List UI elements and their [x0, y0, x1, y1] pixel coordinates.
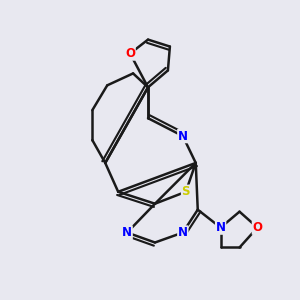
Text: N: N: [216, 221, 226, 234]
Text: N: N: [178, 130, 188, 142]
Text: O: O: [252, 221, 262, 234]
Text: N: N: [178, 226, 188, 239]
Text: S: S: [182, 185, 190, 198]
Text: N: N: [122, 226, 132, 239]
Text: O: O: [125, 47, 135, 60]
